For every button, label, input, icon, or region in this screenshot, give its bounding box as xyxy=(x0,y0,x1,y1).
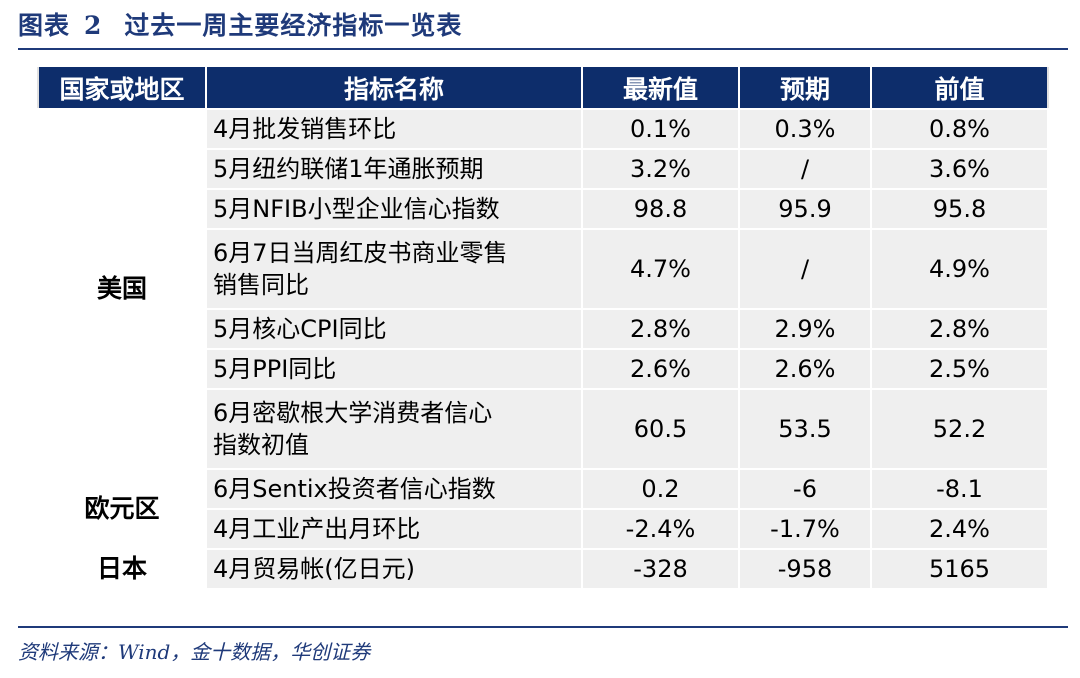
region-cell-jp: 日本 xyxy=(37,548,207,590)
region-cell-eu: 欧元区 xyxy=(37,468,207,550)
figure-label: 图表 xyxy=(18,11,71,40)
indicator-name: 5月NFIB小型企业信心指数 xyxy=(205,188,583,230)
indicator-name: 6月7日当周红皮书商业零售 销售同比 xyxy=(205,228,583,310)
region-cell-us: 美国 xyxy=(37,108,207,470)
latest-value: 2.8% xyxy=(581,308,740,350)
latest-value: 2.6% xyxy=(581,348,740,390)
expected-value: 95.9 xyxy=(738,188,872,230)
source-divider xyxy=(18,626,1068,628)
previous-value: 2.5% xyxy=(870,348,1049,390)
header-indicator: 指标名称 xyxy=(205,67,582,109)
table-row: 5月PPI同比 2.6% 2.6% 2.5% xyxy=(38,348,1049,390)
previous-value: 95.8 xyxy=(870,188,1049,230)
title-divider xyxy=(18,48,1068,50)
header-expected: 预期 xyxy=(738,67,871,109)
table-row: 5月NFIB小型企业信心指数 98.8 95.9 95.8 xyxy=(38,188,1049,230)
latest-value: 3.2% xyxy=(581,148,740,190)
indicator-name: 5月纽约联储1年通胀预期 xyxy=(205,148,583,190)
expected-value: 2.6% xyxy=(738,348,872,390)
expected-value: -958 xyxy=(738,548,872,590)
previous-value: 4.9% xyxy=(870,228,1049,310)
indicator-name: 6月密歇根大学消费者信心 指数初值 xyxy=(205,388,583,470)
latest-value: 0.1% xyxy=(581,108,740,150)
previous-value: 3.6% xyxy=(870,148,1049,190)
previous-value: 5165 xyxy=(870,548,1049,590)
header-latest: 最新值 xyxy=(581,67,739,109)
latest-value: 98.8 xyxy=(581,188,740,230)
expected-value: / xyxy=(738,228,872,310)
header-region: 国家或地区 xyxy=(38,67,206,109)
indicator-name: 6月Sentix投资者信心指数 xyxy=(205,468,583,510)
indicator-name-line1: 6月7日当周红皮书商业零售 xyxy=(213,239,508,267)
expected-value: 0.3% xyxy=(738,108,872,150)
figure-title: 图表 2 过去一周主要经济指标一览表 xyxy=(18,6,462,42)
indicator-name-line2: 销售同比 xyxy=(213,271,309,299)
figure-number: 2 xyxy=(84,11,103,40)
previous-value: 0.8% xyxy=(870,108,1049,150)
table-row: 4月工业产出月环比 -2.4% -1.7% 2.4% xyxy=(38,508,1049,550)
indicator-name: 4月贸易帐(亿日元) xyxy=(205,548,583,590)
indicator-name: 5月PPI同比 xyxy=(205,348,583,390)
previous-value: 2.8% xyxy=(870,308,1049,350)
source-note: 资料来源：Wind，金十数据，华创证券 xyxy=(18,640,371,664)
economic-indicators-table: 国家或地区 指标名称 最新值 预期 前值 美国 4月批发销售环比 0.1% 0.… xyxy=(37,67,1049,590)
figure-title-text: 过去一周主要经济指标一览表 xyxy=(124,11,463,40)
expected-value: -1.7% xyxy=(738,508,872,550)
indicator-name: 4月批发销售环比 xyxy=(205,108,583,150)
expected-value: -6 xyxy=(738,468,872,510)
table-row: 5月纽约联储1年通胀预期 3.2% / 3.6% xyxy=(38,148,1049,190)
previous-value: -8.1 xyxy=(870,468,1049,510)
expected-value: 53.5 xyxy=(738,388,872,470)
table-row: 日本 4月贸易帐(亿日元) -328 -958 5165 xyxy=(37,548,1049,590)
table-row: 6月7日当周红皮书商业零售 销售同比 4.7% / 4.9% xyxy=(38,228,1049,310)
latest-value: 60.5 xyxy=(581,388,740,470)
indicator-name: 4月工业产出月环比 xyxy=(205,508,583,550)
indicator-name-line1: 6月密歇根大学消费者信心 xyxy=(213,399,493,427)
indicator-name: 5月核心CPI同比 xyxy=(205,308,583,350)
table-row: 美国 4月批发销售环比 0.1% 0.3% 0.8% xyxy=(37,108,1049,470)
header-previous: 前值 xyxy=(870,67,1048,109)
latest-value: 0.2 xyxy=(581,468,740,510)
expected-value: / xyxy=(738,148,872,190)
table-row: 6月密歇根大学消费者信心 指数初值 60.5 53.5 52.2 xyxy=(38,388,1049,470)
latest-value: -2.4% xyxy=(581,508,740,550)
table-row: 5月核心CPI同比 2.8% 2.9% 2.8% xyxy=(38,308,1049,350)
table-row: 欧元区 6月Sentix投资者信心指数 0.2 -6 -8.1 xyxy=(37,468,1049,550)
latest-value: -328 xyxy=(581,548,740,590)
previous-value: 52.2 xyxy=(870,388,1049,470)
table-header-row: 国家或地区 指标名称 最新值 预期 前值 xyxy=(38,67,1048,109)
previous-value: 2.4% xyxy=(870,508,1049,550)
indicator-name-line2: 指数初值 xyxy=(213,431,309,459)
expected-value: 2.9% xyxy=(738,308,872,350)
latest-value: 4.7% xyxy=(581,228,740,310)
